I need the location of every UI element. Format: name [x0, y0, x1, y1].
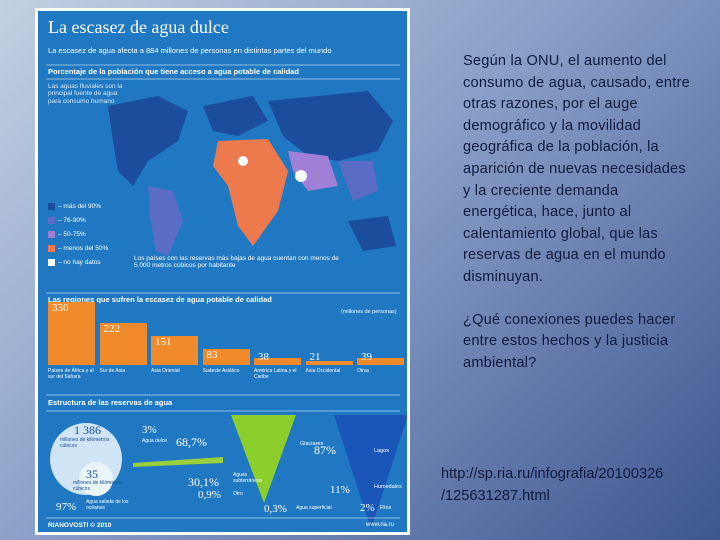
legend-label: – menos del 50%: [58, 245, 109, 252]
bar-category: Sudeste Asiático: [202, 368, 240, 374]
lakes-label: Lagos: [374, 448, 389, 454]
wetlands-pct: 11%: [330, 484, 350, 496]
legend-label: – no hay datos: [58, 259, 101, 266]
legend-swatch: [48, 245, 55, 252]
paragraph: ¿Qué conexiones puedes hacer entre estos…: [463, 311, 676, 371]
total: 1 386: [74, 423, 101, 437]
surface-label: Agua superficial: [296, 505, 332, 511]
bar: [202, 349, 250, 365]
regions-heading: Las regiones que sufren la escasez de ag…: [48, 295, 272, 304]
other-pct: 0,9%: [198, 489, 221, 501]
bar-value: 151: [155, 336, 172, 349]
total-unit: millones de kilómetros cúbicos: [60, 437, 110, 449]
legend-label: – más del 90%: [58, 203, 101, 210]
ground-pct: 30,1%: [188, 475, 219, 489]
glaciers-label: Glaciares: [300, 441, 324, 447]
fresh-pct: 3%: [142, 424, 157, 436]
bar: [254, 357, 301, 365]
other-label: Otro: [233, 491, 243, 497]
legend-swatch: [48, 203, 55, 210]
rivers-label: Ríos: [380, 505, 392, 511]
rivers-pct: 2%: [360, 502, 375, 514]
lakes-pct: 87%: [314, 443, 336, 457]
paragraph: Según la ONU, el aumento del consumo de …: [463, 53, 690, 285]
map-note: Las aguas fluviales son la principal fue…: [48, 83, 123, 105]
bar-value: 39: [361, 351, 372, 363]
source-link: http://sp.ria.ru/infografia/20100326 /12…: [441, 466, 664, 504]
legend-swatch: [48, 259, 55, 266]
bar: [151, 336, 198, 365]
reserves-heading: Estructura de las reservas de agua: [48, 398, 173, 407]
legend-item: – 76-90%: [48, 217, 86, 224]
surface-pct: 0,3%: [264, 503, 287, 515]
legend-item: – menos del 50%: [48, 245, 108, 252]
legend-label: – 50-75%: [58, 231, 86, 238]
fresh-total: 35: [86, 467, 98, 481]
bar-category: Otras: [357, 368, 370, 374]
legend-item: – más del 90%: [48, 203, 101, 210]
ground-label: Aguas subterráneas: [233, 472, 263, 484]
bar-value: 330: [52, 302, 69, 315]
bar-category: Sur de Asia: [99, 368, 126, 374]
glaciers-pct: 68,7%: [176, 435, 207, 449]
bar-category: América Latina y el Caribe: [254, 368, 297, 380]
footer-right: www.ria.ru: [366, 522, 395, 528]
footer-left: RIANOVOSTI © 2010: [48, 522, 112, 529]
fresh-label: Agua dulce: [142, 438, 168, 444]
infographic-art: [46, 64, 407, 529]
bar-value: 222: [103, 322, 121, 335]
legend-swatch: [48, 231, 55, 238]
salt-pct: 97%: [56, 501, 77, 513]
legend-item: – 50-75%: [48, 231, 86, 238]
bar-value: 21: [309, 351, 321, 363]
bar-value: 38: [258, 351, 269, 363]
bar: [305, 361, 353, 365]
bar-category: Países de África y al sur del Sahara: [48, 368, 94, 380]
bar-value: 83: [206, 349, 218, 362]
bar: [48, 302, 95, 365]
legend-item: – no hay datos: [48, 259, 101, 266]
legend-swatch: [48, 217, 55, 224]
bar-category: Asia Oriental: [151, 368, 180, 374]
map-heading: Porcentaje de la población que tiene acc…: [48, 67, 299, 76]
legend-label: – 76-90%: [58, 217, 86, 224]
fresh-unit: millones de kilómetros cúbicos: [73, 480, 123, 492]
bar-category: Asia Occidental: [305, 368, 341, 374]
infographic: La escasez de agua dulce La escasez de a…: [35, 8, 410, 535]
infographic-subtitle: La escasez de agua afecta a 884 millones…: [48, 46, 332, 55]
wetlands-label: Humedales: [374, 484, 402, 490]
bar: [357, 357, 404, 365]
bar: [99, 322, 147, 365]
salt-label: Agua salada de los océanos: [86, 499, 129, 511]
infographic-title: La escasez de agua dulce: [48, 17, 229, 37]
regions-unit: (millones de personas): [341, 309, 397, 315]
body-text: Según la ONU, el aumento del consumo de …: [463, 51, 695, 395]
map-footnote: Los países con las reservas más bajas de…: [134, 255, 339, 270]
